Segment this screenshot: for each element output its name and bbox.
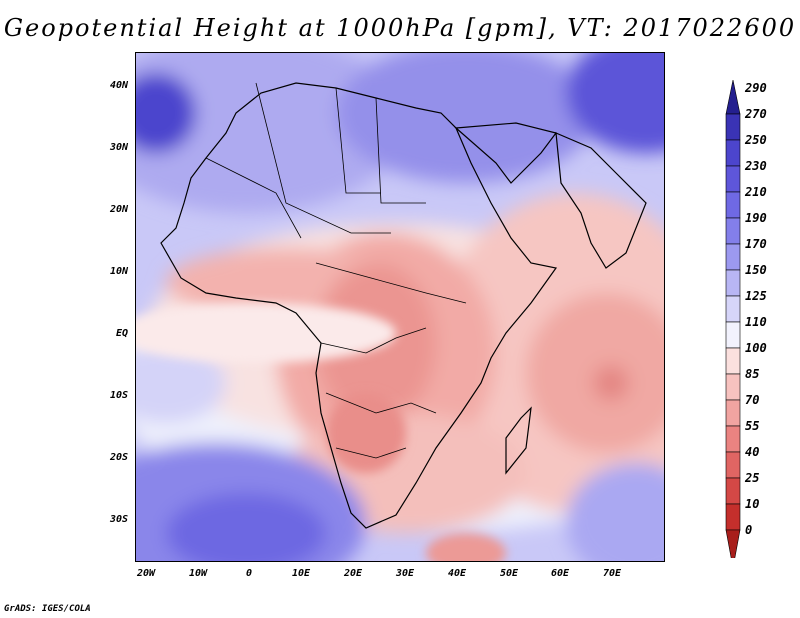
borders <box>205 82 467 459</box>
colorbar-cell <box>725 529 741 558</box>
colorbar-cell <box>725 295 741 323</box>
lon-label: 50E <box>499 568 519 579</box>
colorbar-cell <box>725 503 741 531</box>
colorbar-label: 250 <box>745 133 767 147</box>
colorbar-cell <box>725 165 741 193</box>
colorbar-cell <box>725 139 741 167</box>
lon-label: 20W <box>136 568 156 579</box>
colorbar-label: 85 <box>745 367 760 381</box>
colorbar-label: 25 <box>745 471 760 485</box>
colorbar-label: 40 <box>745 445 760 459</box>
colorbar-label: 190 <box>745 211 767 225</box>
lon-label: 20E <box>343 568 363 579</box>
colorbar-cell <box>725 321 741 349</box>
colorbar-label: 170 <box>745 237 767 251</box>
map-title: Geopotential Height at 1000hPa [gpm], VT… <box>3 14 797 42</box>
colorbar-cell <box>725 425 741 453</box>
map-panel <box>135 52 665 562</box>
colorbar-label: 230 <box>745 159 767 173</box>
colorbar-label: 70 <box>745 393 760 407</box>
colorbar-cell <box>725 399 741 427</box>
colorbar-cell <box>725 217 741 245</box>
lon-label: 10W <box>188 568 208 579</box>
colorbar-cell <box>725 113 741 141</box>
colorbar-cell <box>725 347 741 375</box>
coastlines <box>160 82 647 529</box>
colorbar-label: 10 <box>745 497 760 511</box>
colorbar-label: 125 <box>745 289 767 303</box>
colorbar-label: 110 <box>745 315 767 329</box>
colorbar-cell <box>725 373 741 401</box>
colorbar-label: 0 <box>745 523 753 537</box>
colorbar <box>725 80 741 558</box>
lon-label: 40E <box>447 568 467 579</box>
lon-label: 70E <box>602 568 622 579</box>
lat-label: 10S <box>109 390 128 401</box>
colorbar-cell <box>725 80 741 115</box>
footer-credit: GrADS: IGES/COLA <box>4 604 91 614</box>
lat-label: 40N <box>109 80 128 91</box>
colorbar-cell <box>725 243 741 271</box>
colorbar-label: 100 <box>745 341 767 355</box>
colorbar-cell <box>725 269 741 297</box>
lon-label: 0 <box>245 568 253 579</box>
colorbar-label: 290 <box>745 81 767 95</box>
lon-label: 10E <box>291 568 311 579</box>
lat-label: EQ <box>115 328 128 339</box>
lat-label: 20S <box>109 452 128 463</box>
colorbar-cell <box>725 451 741 479</box>
colorbar-cell <box>725 191 741 219</box>
colorbar-label: 210 <box>745 185 767 199</box>
lat-label: 20N <box>109 204 128 215</box>
lon-label: 30E <box>395 568 415 579</box>
colorbar-label: 270 <box>745 107 767 121</box>
lat-label: 10N <box>109 266 128 277</box>
geopotential-field <box>136 53 664 561</box>
colorbar-label: 150 <box>745 263 767 277</box>
colorbar-label: 55 <box>745 419 760 433</box>
lon-label: 60E <box>550 568 570 579</box>
colorbar-cell <box>725 477 741 505</box>
lat-label: 30N <box>109 142 128 153</box>
lat-label: 30S <box>109 514 128 525</box>
